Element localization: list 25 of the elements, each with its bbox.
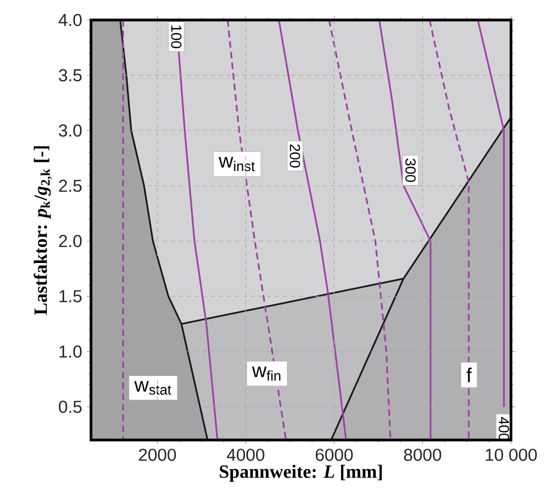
line-series [428,20,470,440]
x-axis-title: Spannweite: L [mm] [220,464,382,482]
annotation: w$_{inst}$ [218,156,255,172]
x-tick-label: 8000 [404,448,442,461]
y-tick-label: 3.5 [58,69,82,82]
x-tick-label: 10 000 [486,448,537,461]
annotation: w$_{stat}$ [134,381,172,395]
y-tick-label: 1.0 [60,345,82,358]
y-tick-label: 2.0 [59,234,82,248]
y-axis-title: Lastfaktor: p$_{k}$/g$_{2,k}$ [-] [34,146,52,315]
annotation: 100 [171,25,182,48]
line-series [378,20,432,440]
y-tick-label: 2.5 [59,180,82,192]
x-tick-label: 2000 [138,448,176,461]
annotation: f [466,368,472,382]
y-tick-label: 4.0 [58,14,82,26]
y-tick-label: 0.5 [58,400,82,413]
line-series [328,20,392,440]
x-tick-label: 4000 [226,448,264,461]
y-tick-label: 1.5 [60,290,82,302]
y-tick-label: 3.0 [58,124,82,137]
annotation: w$_{fin}$ [252,366,280,381]
annotation: 200 [290,144,300,168]
x-tick-label: 6000 [316,448,353,461]
annotation: 300 [405,158,416,182]
